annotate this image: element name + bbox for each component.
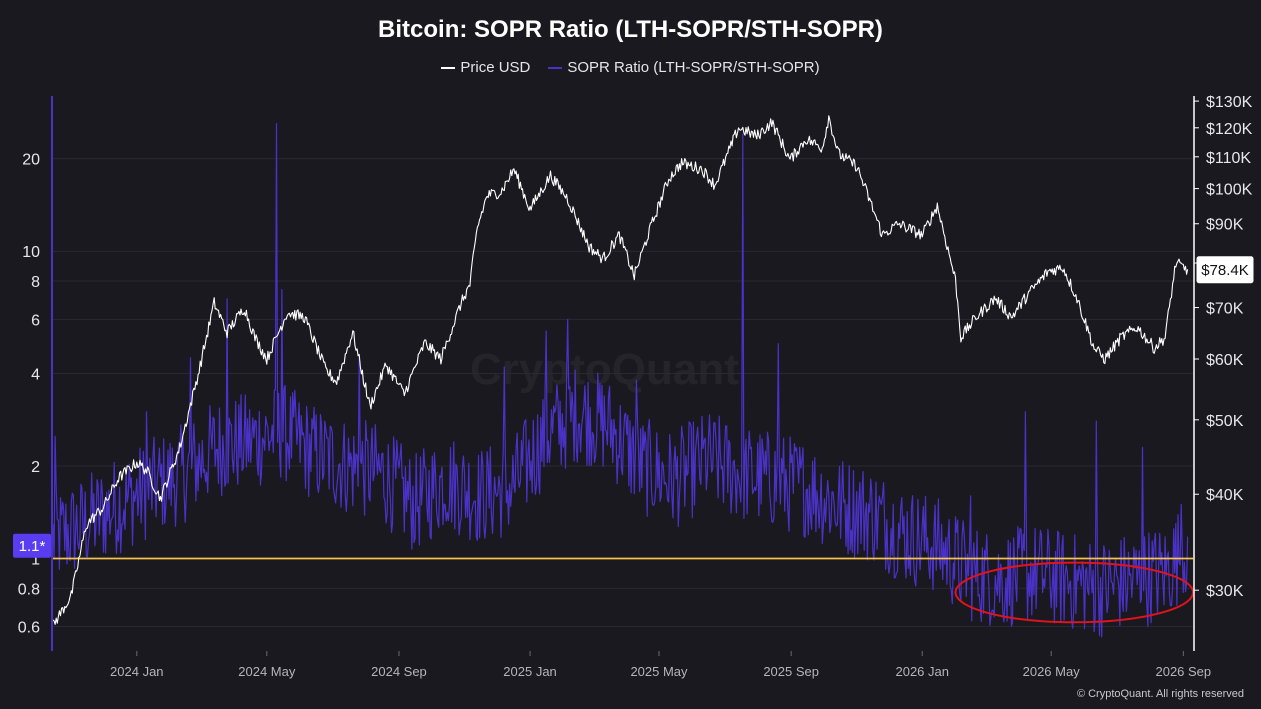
legend-label-sopr-ratio: SOPR Ratio (LTH-SOPR/STH-SOPR): [567, 59, 820, 76]
x-tick-label: 2024 Jan: [110, 664, 164, 679]
x-tick-label: 2025 Jan: [503, 664, 557, 679]
right-tick-label: $120K: [1206, 121, 1253, 138]
x-tick-label: 2026 May: [1023, 664, 1081, 679]
right-tick-label: $100K: [1206, 182, 1253, 199]
sopr-ratio-series: [52, 123, 1189, 638]
right-tick-label: $110K: [1206, 150, 1251, 167]
copyright-text: © CryptoQuant. All rights reserved: [1076, 688, 1244, 700]
left-tick-label: 2: [31, 459, 40, 476]
legend-swatch-sopr-ratio: [548, 66, 563, 69]
badges: 1.1* $78.4K: [13, 256, 1254, 558]
right-tick-label: $60K: [1206, 352, 1244, 369]
x-tick-label: 2025 Sep: [763, 664, 819, 679]
left-tick-label: 4: [31, 367, 40, 384]
annotation-layer: [954, 561, 1194, 624]
ratio-badge-label: 1.1*: [19, 538, 46, 555]
price-badge-bg: [1196, 256, 1254, 284]
left-tick-label: 6: [31, 312, 40, 329]
axes: 0.60.8124681020$30K$40K$50K$60K$70K$80K$…: [18, 94, 1253, 679]
right-tick-label: $40K: [1206, 487, 1244, 504]
legend: Price USD SOPR Ratio (LTH-SOPR/STH-SOPR): [0, 59, 1261, 76]
right-tick-label: $30K: [1206, 583, 1244, 600]
left-tick-label: 1: [31, 552, 40, 569]
price-badge-label: $78.4K: [1201, 262, 1249, 279]
left-tick-label: 0.8: [18, 581, 40, 598]
watermark: CryptoQuant: [470, 345, 739, 394]
x-tick-label: 2025 May: [630, 664, 688, 679]
legend-item-price[interactable]: Price USD: [441, 59, 530, 76]
x-tick-label: 2026 Sep: [1155, 664, 1211, 679]
right-tick-label: $50K: [1206, 413, 1244, 430]
sopr-ratio-line: [52, 123, 1189, 638]
right-tick-label: $130K: [1206, 94, 1253, 111]
highlight-ellipse: [954, 561, 1194, 624]
price-series: [52, 115, 1189, 625]
x-tick-label: 2024 Sep: [371, 664, 427, 679]
legend-label-price: Price USD: [460, 59, 531, 76]
x-tick-label: 2024 May: [238, 664, 296, 679]
ratio-badge-bg: [13, 533, 51, 558]
price-line: [52, 115, 1189, 625]
chart-title: Bitcoin: SOPR Ratio (LTH-SOPR/STH-SOPR): [378, 16, 883, 43]
right-tick-label: $70K: [1206, 301, 1244, 318]
legend-item-sopr-ratio[interactable]: SOPR Ratio (LTH-SOPR/STH-SOPR): [548, 59, 820, 76]
x-tick-label: 2026 Jan: [895, 664, 949, 679]
left-tick-label: 10: [22, 244, 40, 261]
left-tick-label: 8: [31, 274, 40, 291]
left-tick-label: 0.6: [18, 620, 40, 637]
right-tick-label: $90K: [1206, 217, 1244, 234]
legend-swatch-price: [441, 66, 456, 69]
left-tick-label: 20: [22, 152, 40, 169]
